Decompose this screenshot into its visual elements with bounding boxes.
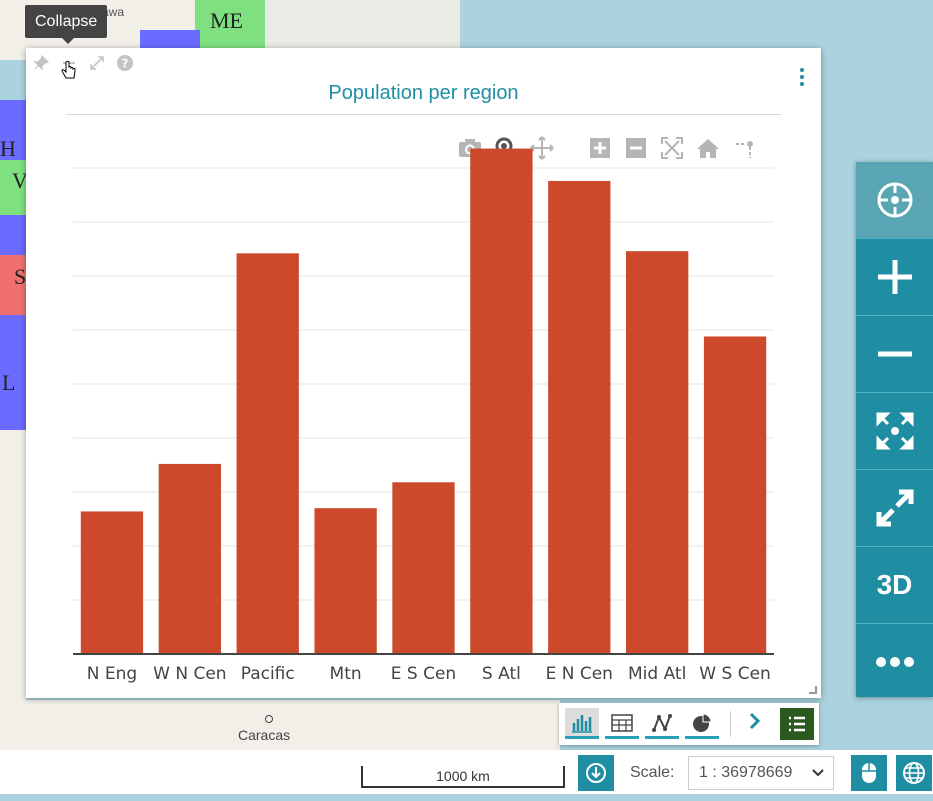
x-tick-label: W N Cen: [153, 664, 226, 684]
chart-modebar: [458, 136, 756, 160]
bar[interactable]: [626, 251, 689, 654]
bar[interactable]: [314, 508, 377, 654]
mouse-position-button[interactable]: [851, 755, 887, 791]
bar[interactable]: [158, 463, 221, 654]
expand-icon[interactable]: [88, 54, 106, 72]
plus-icon: [877, 260, 912, 294]
bar[interactable]: [236, 253, 299, 654]
zoom-extent-icon: [876, 412, 913, 450]
map-label-s: S: [14, 264, 27, 289]
x-tick-label: S Atl: [482, 664, 521, 684]
map-state-sc: [0, 255, 26, 315]
zoom-extent-button[interactable]: [856, 393, 933, 470]
x-tick-label: W S Cen: [699, 664, 771, 684]
map-land-west: [0, 430, 26, 700]
x-tick-label: E N Cen: [546, 664, 613, 684]
map-label-h: H: [0, 136, 16, 161]
svg-text:?: ?: [122, 57, 129, 71]
chart-type-bar[interactable]: [565, 708, 599, 739]
line-chart-icon: [652, 714, 672, 732]
chart-type-pie[interactable]: [685, 708, 719, 739]
scalebar-label: 1000 km: [436, 768, 490, 784]
spike-lines-icon[interactable]: [732, 136, 756, 160]
map-label-l: L: [2, 370, 16, 395]
chart-panel: ? Population per region: [26, 48, 821, 698]
bar[interactable]: [392, 482, 455, 654]
pin-icon[interactable]: [32, 54, 50, 72]
map-label-caracas: Caracas: [238, 727, 291, 743]
3d-label: 3D: [876, 569, 913, 600]
autoscale-icon[interactable]: [660, 136, 684, 160]
3d-button[interactable]: 3D: [856, 547, 933, 624]
locate-button[interactable]: [856, 162, 933, 239]
bar[interactable]: [80, 511, 144, 654]
x-tick-label: E S Cen: [391, 664, 456, 684]
download-icon: [586, 763, 606, 783]
table-icon: [611, 714, 633, 732]
pie-chart-icon: [693, 713, 712, 732]
cursor-hand-icon: [60, 60, 78, 86]
chart-type-separator: [730, 711, 731, 737]
map-land-south: [0, 700, 560, 750]
bar-chart-icon: [572, 715, 592, 733]
legend-list-button[interactable]: [780, 708, 814, 740]
x-tick-label: Pacific: [241, 664, 295, 684]
list-icon: [789, 716, 805, 732]
map-state-vt: [0, 160, 26, 215]
more-button[interactable]: [856, 624, 933, 700]
map-label-v: V: [12, 168, 28, 193]
zoom-out-icon[interactable]: [624, 136, 648, 160]
fullscreen-button[interactable]: [856, 470, 933, 547]
scale-select[interactable]: 1 : 36978669: [688, 756, 834, 790]
bar[interactable]: [470, 148, 533, 654]
bar-chart: N Eng W N Cen Pacific Mtn E S Cen S Atl E N Ce…: [73, 148, 774, 684]
city-dot-icon: [265, 715, 273, 723]
download-button[interactable]: [578, 755, 614, 791]
scale-value: 1 : 36978669: [699, 764, 793, 781]
fullscreen-icon: [876, 489, 913, 527]
chart-type-line[interactable]: [645, 708, 679, 739]
bar[interactable]: [703, 336, 767, 654]
x-tick-label: Mid Atl: [628, 664, 686, 684]
chart-type-selector: [559, 703, 819, 745]
panel-menu-icon[interactable]: [799, 68, 805, 86]
locate-icon: [877, 182, 912, 218]
globe-icon: [903, 762, 925, 784]
panel-toolbar: ?: [32, 54, 134, 72]
more-icon: [875, 657, 914, 667]
reset-home-icon[interactable]: [696, 136, 720, 160]
next-chevron-icon[interactable]: [749, 711, 761, 735]
map-toolbar: 3D: [856, 162, 933, 697]
map-label-me: ME: [210, 8, 243, 33]
map-footer: 1000 km Scale: 1 : 36978669: [0, 750, 933, 794]
x-tick-label: N Eng: [87, 664, 137, 684]
chart-type-table[interactable]: [605, 708, 639, 739]
bar[interactable]: [548, 180, 611, 654]
resize-handle-icon[interactable]: [809, 686, 817, 694]
map-land-canada-east: [230, 0, 460, 50]
title-divider: [66, 114, 781, 115]
minus-icon: [877, 351, 912, 357]
scale-label: Scale:: [630, 764, 675, 781]
zoom-in-button[interactable]: [856, 239, 933, 316]
chart-title: Population per region: [328, 82, 519, 104]
help-icon[interactable]: ?: [116, 54, 134, 72]
x-tick-label: Mtn: [330, 664, 362, 684]
mouse-icon: [862, 763, 876, 783]
scalebar: 1000 km: [361, 766, 565, 788]
collapse-tooltip: Collapse: [25, 5, 108, 44]
globe-button[interactable]: [896, 755, 932, 791]
zoom-in-icon[interactable]: [588, 136, 612, 160]
zoom-out-button[interactable]: [856, 316, 933, 393]
chevron-down-icon: [811, 757, 825, 801]
